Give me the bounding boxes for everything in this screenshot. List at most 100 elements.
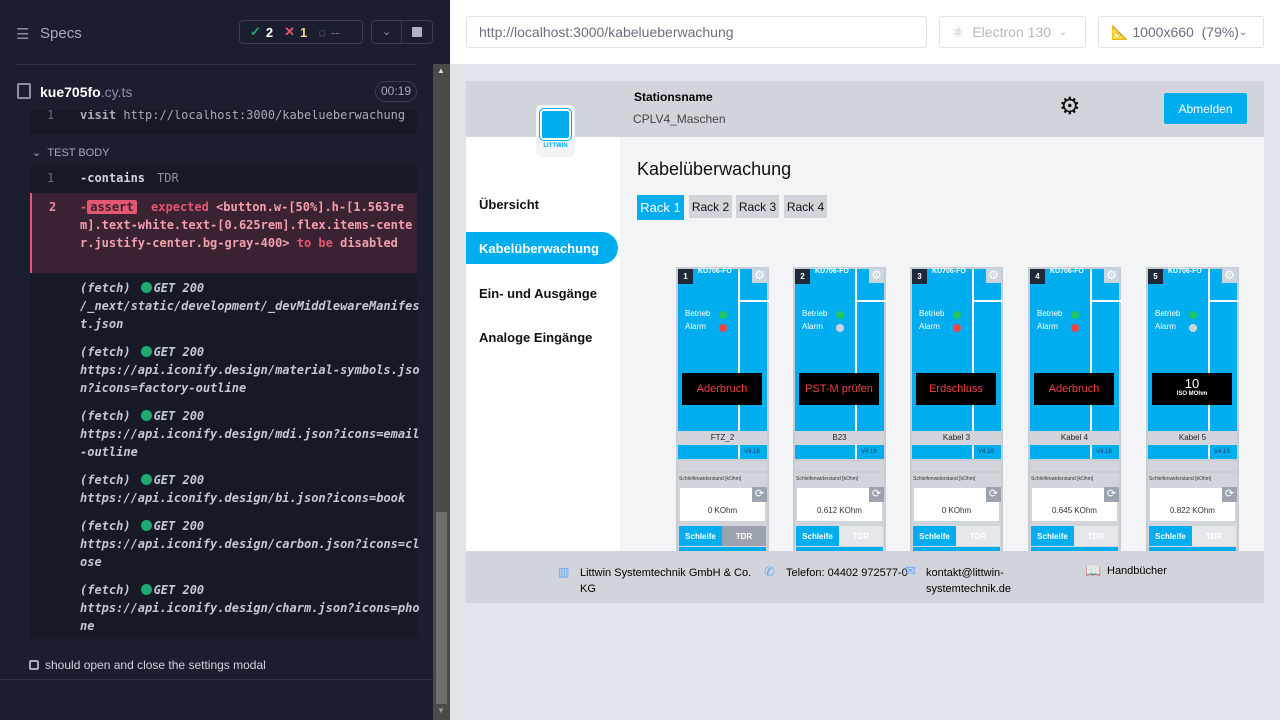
divider — [857, 300, 886, 302]
chevron-down-icon[interactable]: ⌄ — [372, 21, 403, 43]
module-version: V4.19 — [978, 449, 994, 455]
divider — [855, 269, 857, 459]
stop-button[interactable] — [402, 21, 432, 43]
electron-icon: ⚛ — [952, 23, 965, 40]
slot-number: 2 — [795, 269, 810, 284]
scrollbar-thumb[interactable] — [436, 512, 447, 704]
nav-item[interactable]: Kabelüberwachung — [466, 232, 618, 264]
command-visit[interactable]: 1 visit http://localhost:3000/kabelueber… — [30, 110, 417, 134]
slot-number: 4 — [1030, 269, 1045, 284]
refresh-icon[interactable]: ⟳ — [869, 487, 884, 502]
divider — [0, 679, 433, 680]
resistance-label: Schleifenwiderstand [kOhm] — [679, 476, 742, 482]
test-item[interactable]: should open and close the settings modal — [45, 658, 266, 672]
resistance-label: Schleifenwiderstand [kOhm] — [1149, 476, 1212, 482]
betrieb-label: Betrieb — [1037, 309, 1063, 318]
test-runner-panel: ☰ Specs ✓ 2 ✕ 1 ◌ -- ⌄ kue705fo.cy.ts 00:19… — [0, 0, 435, 720]
schleife-button[interactable]: Schleife — [796, 526, 839, 546]
module-version: V4.19 — [744, 449, 760, 455]
file-ext: .cy.ts — [100, 84, 133, 100]
logo-icon — [539, 108, 572, 141]
module-settings-gear-icon[interactable]: ⚙ — [869, 268, 884, 283]
divider — [1092, 300, 1121, 302]
divider — [1210, 300, 1239, 302]
rack-tab[interactable]: Rack 3 — [736, 195, 779, 218]
nav-item[interactable]: Ein- und Ausgänge — [479, 285, 597, 301]
resistance-label: Schleifenwiderstand [kOhm] — [796, 476, 859, 482]
ruler-icon: 📐 — [1111, 23, 1129, 40]
rack-tab[interactable]: Rack 2 — [689, 195, 732, 218]
module-name: Kabel 4 — [1030, 431, 1119, 445]
module-settings-gear-icon[interactable]: ⚙ — [1104, 268, 1119, 283]
scroll-down-icon[interactable]: ▼ — [437, 706, 445, 715]
check-icon: ✓ — [250, 24, 261, 39]
test-stats: ✓ 2 ✕ 1 ◌ -- — [239, 20, 363, 44]
refresh-icon[interactable]: ⟳ — [752, 487, 767, 502]
tdr-button[interactable]: TDR — [1074, 526, 1118, 546]
command-contains[interactable]: 1 -contains TDR — [30, 165, 417, 193]
module-strip — [1030, 461, 1119, 471]
log-type: (fetch) — [80, 473, 131, 487]
browser-select[interactable]: ⚛ Electron 130 ⌄ — [939, 16, 1086, 48]
schleife-button[interactable]: Schleife — [1031, 526, 1074, 546]
specs-title[interactable]: Specs — [40, 25, 82, 42]
logout-button[interactable]: Abmelden — [1164, 93, 1247, 124]
network-log-entry[interactable]: (fetch) GET 200 https://api.iconify.design… — [80, 343, 420, 397]
cable-module: 5 KÜ706-FO ⚙ Betrieb Alarm 10 ISO MOhm Ka… — [1146, 267, 1239, 557]
log-url: https://api.iconify.design/mdi.json?icon… — [80, 427, 420, 459]
settings-gear-icon[interactable]: ⚙ — [1059, 93, 1081, 120]
tdr-button[interactable]: TDR — [956, 526, 1000, 546]
file-icon — [17, 83, 31, 99]
specs-icon[interactable]: ☰ — [16, 26, 30, 43]
rack-tab[interactable]: Rack 1 — [637, 195, 684, 220]
command-assert-failed[interactable]: 2 - assert expected <button.w-[50%].h-[1.… — [30, 193, 417, 273]
network-log-entry[interactable]: (fetch) GET 200 /_next/static/development/… — [80, 279, 420, 333]
test-body-header[interactable]: ⌄ TEST BODY — [32, 146, 110, 159]
page-title: Kabelüberwachung — [637, 159, 792, 179]
cable-module: 2 KÜ706-FO ⚙ Betrieb Alarm PST-M prüfen … — [793, 267, 886, 557]
resistance-value: 0.645 KOhm — [1032, 488, 1117, 521]
schleife-button[interactable]: Schleife — [913, 526, 956, 546]
station-name: CPLV4_Maschen — [633, 112, 726, 126]
scroll-up-icon[interactable]: ▲ — [437, 66, 445, 75]
status-dot-icon — [140, 282, 152, 293]
refresh-icon[interactable]: ⟳ — [986, 487, 1001, 502]
viewport-select[interactable]: 📐 1000x660 (79%) ⌄ — [1098, 16, 1264, 48]
refresh-icon[interactable]: ⟳ — [1104, 487, 1119, 502]
network-log-entry[interactable]: (fetch) GET 200 https://api.iconify.design… — [80, 517, 420, 571]
network-log-entry[interactable]: (fetch) GET 200 https://api.iconify.design… — [80, 581, 420, 635]
alarm-led — [1071, 324, 1079, 332]
footer-phone[interactable]: Telefon: 04402 972577-0 — [786, 567, 908, 579]
tdr-button[interactable]: TDR — [1192, 526, 1236, 546]
status-dot-icon — [140, 346, 152, 357]
rack-tab[interactable]: Rack 4 — [784, 195, 827, 218]
module-settings-gear-icon[interactable]: ⚙ — [986, 268, 1001, 283]
network-log-entry[interactable]: (fetch) GET 200 https://api.iconify.design… — [80, 471, 420, 507]
module-strip — [1148, 461, 1237, 471]
factory-icon: ▥ — [558, 565, 570, 579]
nav-item[interactable]: Analoge Eingänge — [479, 329, 593, 345]
module-settings-gear-icon[interactable]: ⚙ — [1222, 268, 1237, 283]
module-settings-gear-icon[interactable]: ⚙ — [752, 268, 767, 283]
log-type: (fetch) — [80, 583, 131, 597]
log-url: https://api.iconify.design/material-symb… — [80, 363, 420, 395]
book-icon: 📖 — [1085, 563, 1102, 578]
assert-message: - assert expected <button.w-[50%].h-[1.56… — [80, 200, 413, 250]
schleife-button[interactable]: Schleife — [679, 526, 722, 546]
footer-manuals[interactable]: Handbücher — [1107, 565, 1167, 577]
schleife-button[interactable]: Schleife — [1149, 526, 1192, 546]
log-type: (fetch) — [80, 409, 131, 423]
network-log-entry[interactable]: (fetch) GET 200 https://api.iconify.design… — [80, 407, 420, 461]
footer-email[interactable]: kontakt@littwin-systemtechnik.de — [926, 567, 1011, 595]
betrieb-led — [1071, 311, 1079, 319]
tdr-button[interactable]: TDR — [839, 526, 883, 546]
nav-item[interactable]: Übersicht — [479, 196, 539, 212]
log-status: GET 200 — [153, 409, 205, 423]
divider — [1090, 269, 1092, 459]
log-status: GET 200 — [153, 473, 205, 487]
refresh-icon[interactable]: ⟳ — [1222, 487, 1237, 502]
pending-icon: ◌ — [318, 24, 327, 40]
url-bar[interactable]: http://localhost:3000/kabelueberwachung — [466, 16, 927, 48]
tdr-button[interactable]: TDR — [722, 526, 766, 546]
resistance-value: 0.612 KOhm — [797, 488, 882, 521]
